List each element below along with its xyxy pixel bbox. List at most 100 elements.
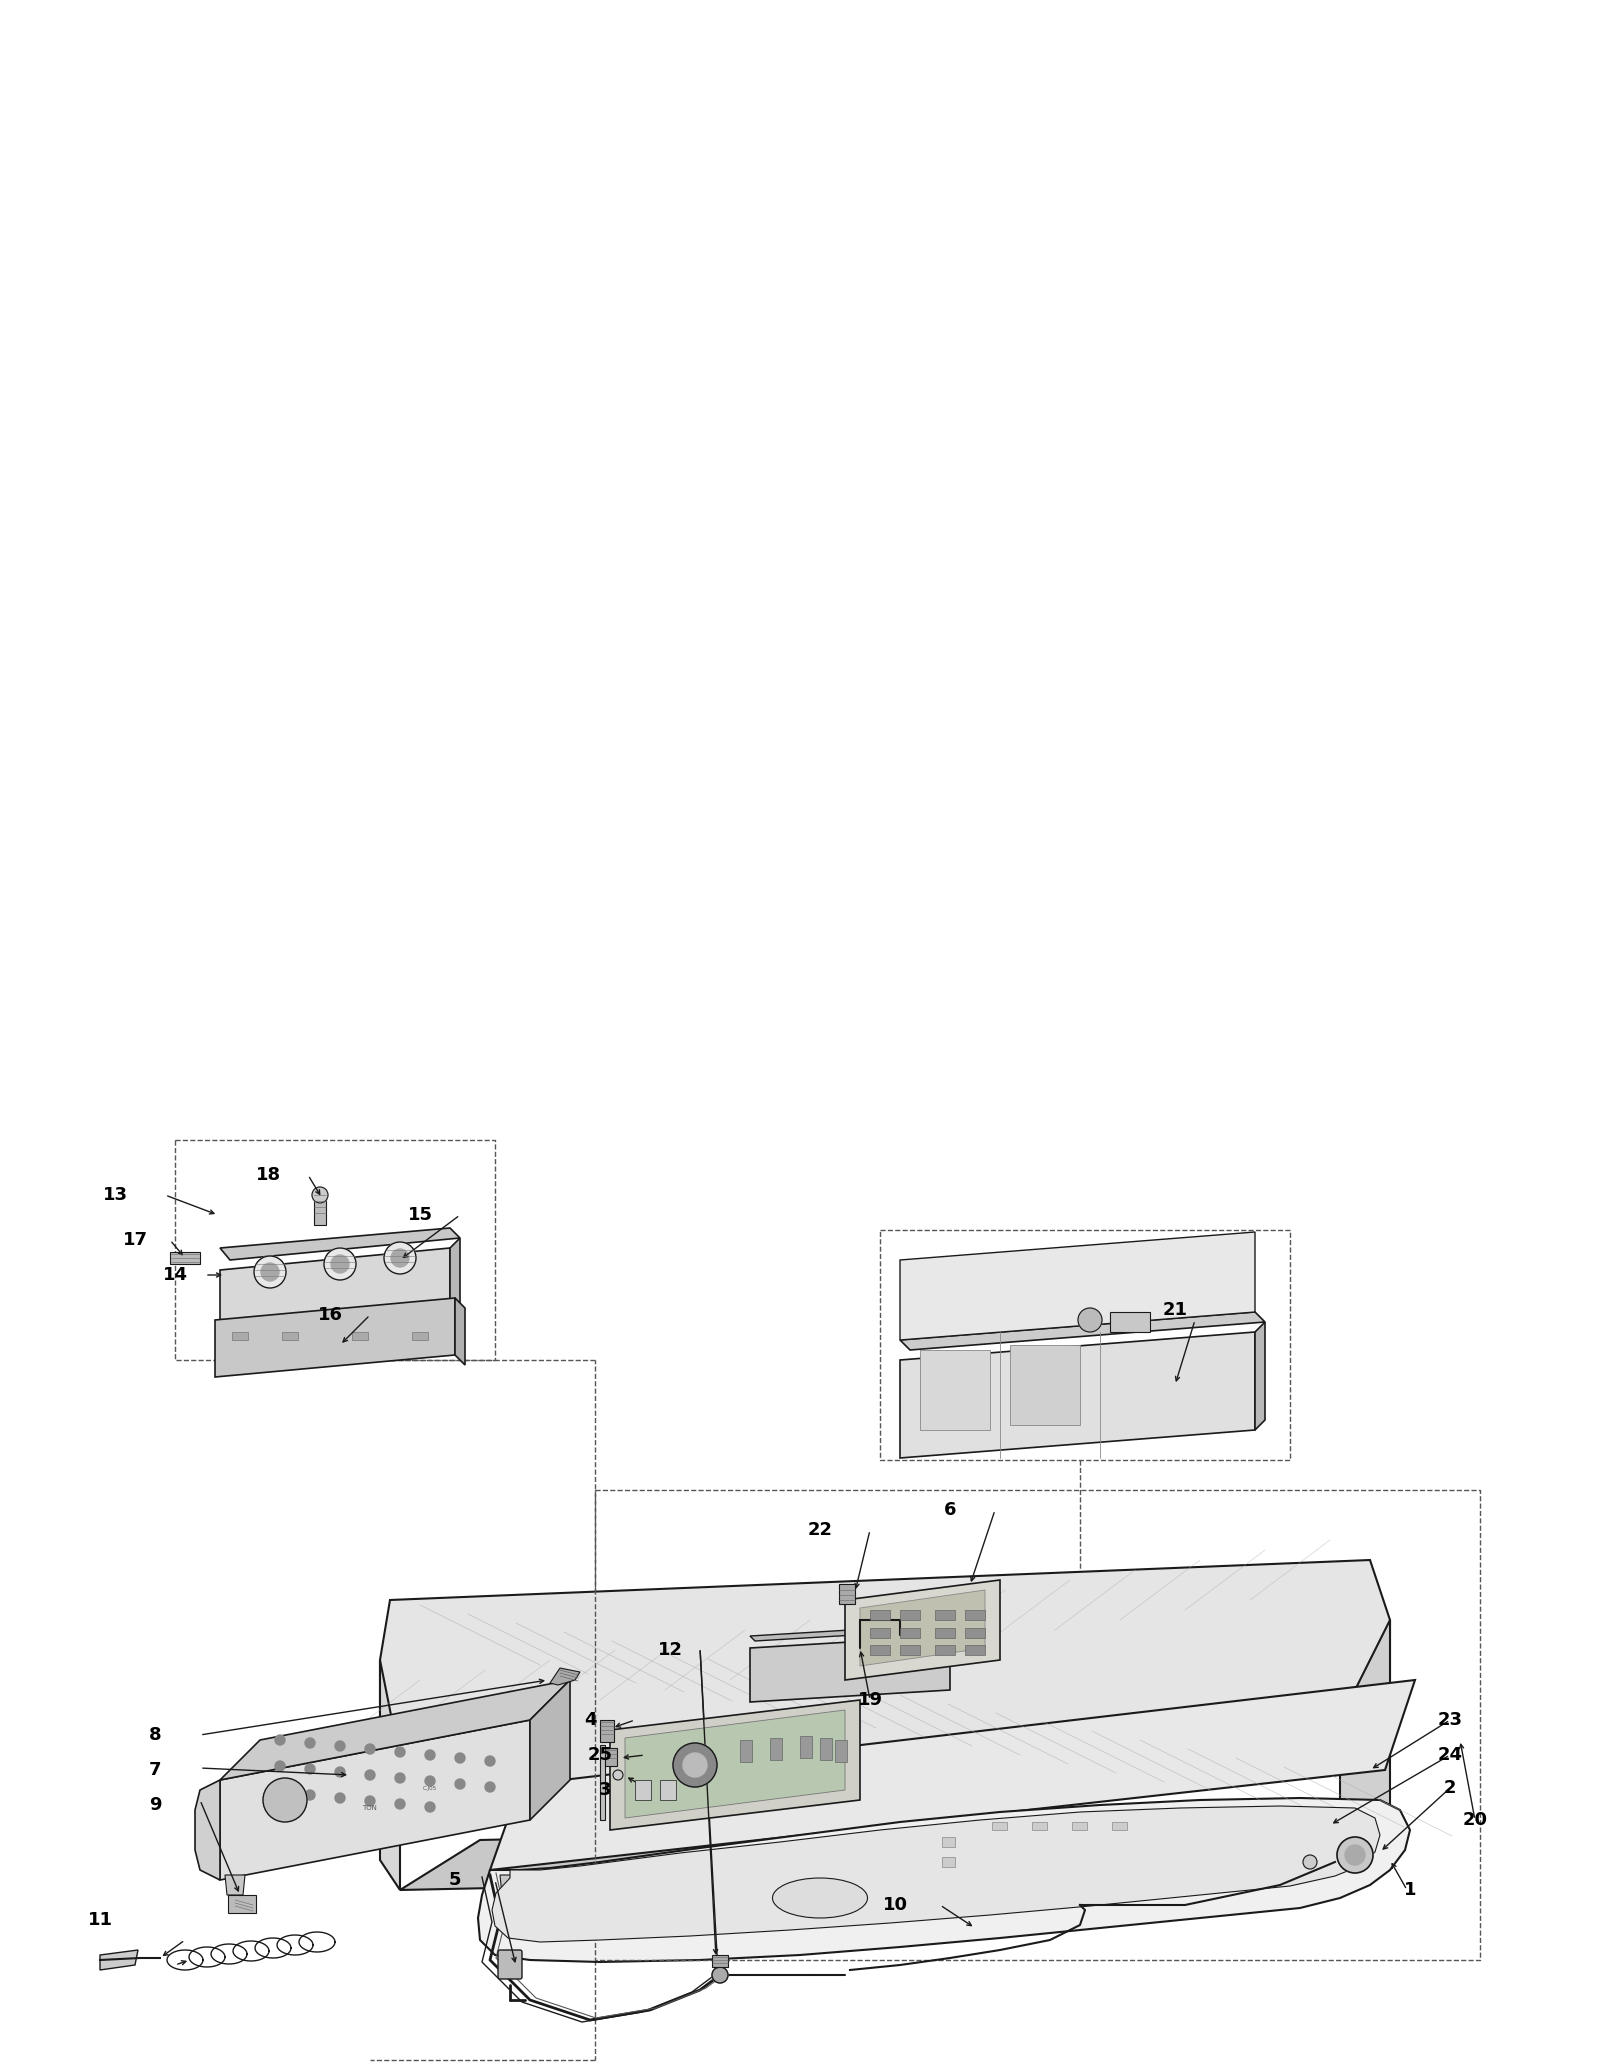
Text: 22: 22 (808, 1521, 832, 1538)
Polygon shape (221, 1720, 530, 1880)
Circle shape (485, 1755, 494, 1766)
Text: 8: 8 (149, 1726, 162, 1745)
Text: 20: 20 (1462, 1811, 1488, 1830)
Circle shape (674, 1743, 717, 1786)
Circle shape (1346, 1844, 1365, 1865)
Text: 16: 16 (317, 1306, 342, 1325)
Bar (1112, 1822, 1126, 1830)
Polygon shape (499, 1875, 520, 1894)
Polygon shape (899, 1232, 1254, 1339)
Circle shape (426, 1776, 435, 1786)
Circle shape (395, 1774, 405, 1782)
Polygon shape (490, 1681, 1414, 1869)
Circle shape (426, 1749, 435, 1759)
Polygon shape (845, 1579, 1000, 1681)
Bar (965, 1610, 986, 1621)
Circle shape (365, 1770, 374, 1780)
Text: 25: 25 (587, 1745, 613, 1764)
Bar (635, 1780, 651, 1801)
Text: 23: 23 (1437, 1712, 1462, 1728)
Text: 17: 17 (123, 1232, 147, 1248)
Polygon shape (899, 1312, 1266, 1350)
Bar (661, 1780, 675, 1801)
Polygon shape (750, 1635, 950, 1702)
Polygon shape (381, 1561, 1390, 1791)
Polygon shape (899, 1331, 1254, 1457)
Bar (282, 1331, 298, 1339)
Text: 3: 3 (598, 1780, 611, 1799)
Text: TON: TON (363, 1805, 378, 1811)
Text: 15: 15 (408, 1207, 432, 1223)
Bar (413, 1331, 429, 1339)
Bar (942, 1857, 955, 1867)
Bar (170, 1252, 200, 1265)
Circle shape (454, 1778, 466, 1788)
Bar (835, 1741, 846, 1762)
Polygon shape (550, 1668, 579, 1685)
Text: 5: 5 (448, 1871, 461, 1890)
Text: 24: 24 (1437, 1745, 1462, 1764)
Polygon shape (99, 1950, 138, 1971)
Bar (1010, 1346, 1080, 1424)
Polygon shape (221, 1681, 570, 1780)
Circle shape (390, 1248, 410, 1267)
Circle shape (275, 1735, 285, 1745)
Circle shape (454, 1753, 466, 1764)
Bar (605, 1747, 618, 1766)
Circle shape (261, 1263, 278, 1281)
Text: 12: 12 (658, 1642, 683, 1658)
Circle shape (395, 1747, 405, 1757)
Text: 4: 4 (584, 1712, 597, 1728)
Text: 19: 19 (858, 1691, 883, 1710)
Text: 9: 9 (149, 1797, 162, 1813)
Polygon shape (214, 1298, 454, 1377)
Text: 6: 6 (944, 1501, 957, 1519)
Polygon shape (530, 1681, 570, 1820)
Circle shape (331, 1254, 349, 1273)
Polygon shape (478, 1799, 1410, 1962)
Bar (870, 1627, 890, 1637)
Bar (899, 1610, 920, 1621)
Polygon shape (226, 1875, 245, 1894)
Circle shape (262, 1778, 307, 1822)
Circle shape (485, 1782, 494, 1793)
Polygon shape (1254, 1323, 1266, 1430)
Bar (232, 1331, 248, 1339)
Polygon shape (626, 1710, 845, 1817)
Bar (965, 1646, 986, 1656)
Circle shape (1338, 1836, 1373, 1873)
Circle shape (306, 1739, 315, 1747)
Bar (1072, 1822, 1086, 1830)
Text: 18: 18 (256, 1165, 280, 1184)
Polygon shape (454, 1298, 466, 1364)
Circle shape (712, 1966, 728, 1983)
Bar (229, 1894, 256, 1913)
Polygon shape (600, 1745, 605, 1820)
Bar (920, 1350, 990, 1430)
Circle shape (395, 1799, 405, 1809)
Polygon shape (861, 1590, 986, 1666)
Text: 11: 11 (88, 1911, 112, 1929)
Circle shape (1078, 1308, 1102, 1331)
Text: 13: 13 (102, 1186, 128, 1205)
Bar (965, 1627, 986, 1637)
Circle shape (323, 1248, 355, 1279)
Circle shape (334, 1741, 346, 1751)
Circle shape (365, 1797, 374, 1805)
Polygon shape (750, 1625, 955, 1642)
Circle shape (613, 1770, 622, 1780)
Circle shape (384, 1242, 416, 1273)
Bar (870, 1646, 890, 1656)
Circle shape (683, 1753, 707, 1776)
Circle shape (1302, 1855, 1317, 1869)
Polygon shape (195, 1780, 221, 1880)
Bar (870, 1610, 890, 1621)
Circle shape (306, 1791, 315, 1801)
Bar (992, 1822, 1006, 1830)
Bar (1110, 1312, 1150, 1331)
Bar (739, 1741, 752, 1762)
Bar (934, 1610, 955, 1621)
Bar (770, 1739, 782, 1760)
Text: 2: 2 (1443, 1778, 1456, 1797)
Bar (819, 1739, 832, 1760)
